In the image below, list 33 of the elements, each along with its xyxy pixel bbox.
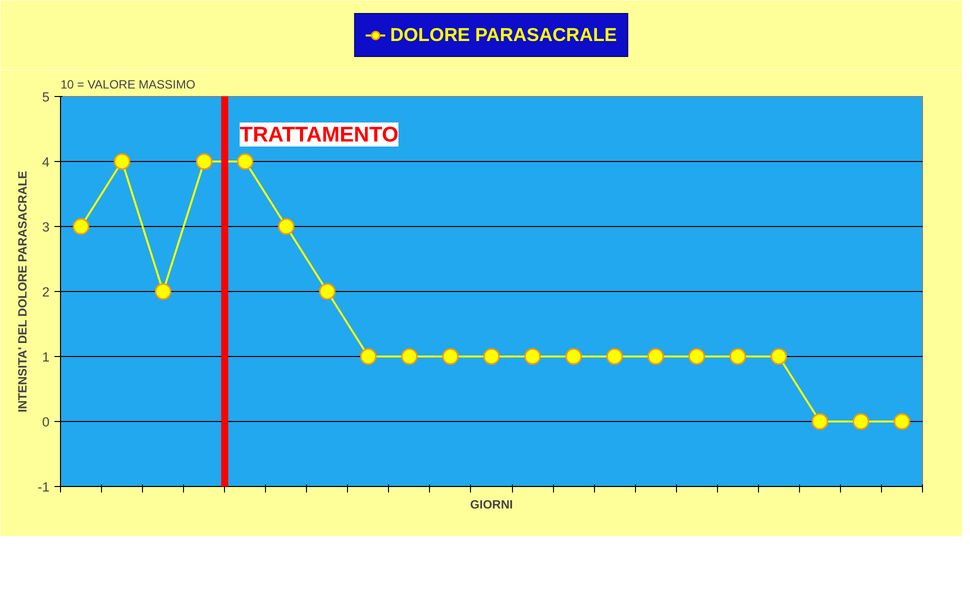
point bbox=[401, 348, 418, 365]
y-tick-label: 5 bbox=[42, 90, 50, 104]
point bbox=[647, 348, 664, 365]
y-tick-label: -1 bbox=[38, 480, 50, 494]
point bbox=[730, 348, 746, 365]
point bbox=[852, 413, 870, 430]
y-axis-title: INTENSITA' DEL DOLORE PARASACRALE bbox=[16, 170, 30, 412]
point bbox=[812, 413, 828, 430]
point bbox=[114, 153, 130, 170]
y-tick-label: 0 bbox=[42, 414, 50, 430]
text: 10 = VALORE MASSIMO bbox=[60, 78, 196, 92]
legend-label: DOLORE PARASACRALE bbox=[390, 24, 617, 46]
point bbox=[278, 218, 295, 235]
point bbox=[236, 153, 254, 170]
point bbox=[894, 413, 910, 430]
point bbox=[770, 348, 788, 365]
point bbox=[319, 283, 336, 300]
point bbox=[360, 348, 377, 365]
x-axis-title: GIORNI bbox=[470, 498, 513, 512]
point bbox=[196, 153, 212, 170]
point bbox=[72, 218, 90, 235]
point bbox=[483, 348, 500, 365]
y-tick-label: 2 bbox=[42, 284, 50, 300]
y-tick-label: 3 bbox=[42, 220, 50, 234]
point bbox=[565, 348, 582, 365]
point bbox=[606, 348, 623, 365]
point bbox=[442, 348, 459, 365]
point bbox=[154, 283, 172, 300]
y-tick-label: 1 bbox=[42, 350, 50, 364]
annotation: TRATTAMENTO bbox=[240, 122, 398, 146]
point bbox=[524, 348, 541, 365]
y-tick-label: 4 bbox=[42, 154, 50, 170]
point bbox=[688, 348, 705, 365]
